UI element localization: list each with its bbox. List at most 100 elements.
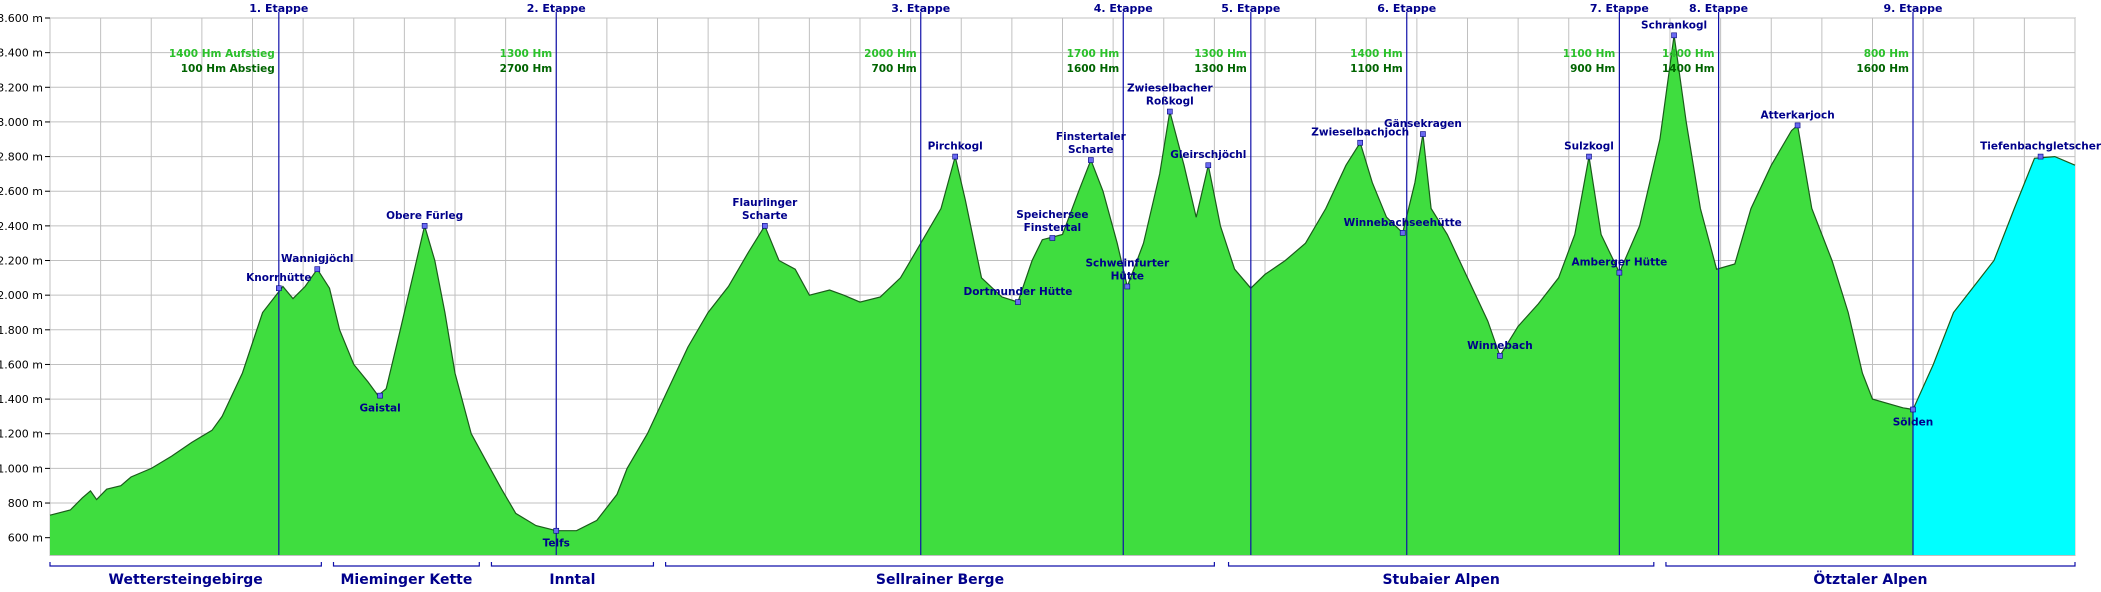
stage-label: 1. Etappe — [249, 2, 308, 15]
stage-gain: 1300 Hm — [500, 48, 553, 60]
place-marker — [314, 266, 321, 272]
stage-loss: 700 Hm — [871, 63, 916, 75]
place-label: Pirchkogl — [928, 141, 983, 153]
place-marker — [377, 392, 383, 399]
place-marker — [1420, 131, 1426, 137]
region-bracket — [332, 562, 480, 567]
place-label: Wannigjöchl — [281, 253, 353, 265]
stage-label: 9. Etappe — [1883, 2, 1942, 15]
stage-loss: 2700 Hm — [500, 63, 553, 75]
glacier-area-fill — [1913, 156, 2075, 555]
y-tick-label: 1.200 m — [0, 428, 43, 441]
stage-label: 6. Etappe — [1377, 2, 1436, 15]
stage-markers: 1. Etappe 1400 Hm Aufstieg 100 Hm Abstieg 2… — [169, 2, 1943, 555]
place-label: Scharte — [1068, 144, 1114, 156]
place-marker — [553, 527, 560, 534]
stage-label: 4. Etappe — [1094, 2, 1153, 15]
region-label: Inntal — [549, 572, 595, 588]
stage-loss: 1600 Hm — [1856, 63, 1909, 75]
region-bracket — [490, 562, 655, 567]
y-tick-label: 2.600 m — [0, 185, 43, 198]
place-label: Gänsekragen — [1384, 118, 1462, 130]
place-marker — [421, 223, 428, 229]
region-bracket — [49, 562, 322, 567]
place-label: Zwieselbachjoch — [1311, 127, 1409, 139]
place-marker — [2037, 153, 2044, 160]
place-marker — [1015, 299, 1021, 305]
region-label: Mieminger Kette — [340, 572, 472, 588]
place-label: Sulzkogl — [1564, 141, 1614, 153]
y-tick-label: 2.800 m — [0, 151, 43, 164]
stage-gain: 1100 Hm — [1563, 48, 1616, 60]
y-tick-label: 3.000 m — [0, 116, 43, 129]
stage-label: 7. Etappe — [1590, 2, 1649, 15]
place-marker — [1616, 269, 1623, 276]
region-label: Wettersteingebirge — [109, 572, 263, 588]
stage-gain: 1400 Hm — [1350, 48, 1403, 60]
stage-gain: 2000 Hm — [864, 48, 917, 60]
place-label: Hütte — [1111, 271, 1144, 283]
stage-gain: 1700 Hm — [1067, 48, 1120, 60]
region-labels: Wettersteingebirge Mieminger Kette Inntal S… — [49, 562, 2076, 588]
region-bracket — [1227, 562, 1655, 567]
place-label: Roßkogl — [1146, 96, 1194, 108]
place-label: Zwieselbacher — [1127, 83, 1213, 95]
place-label: Obere Fürleg — [386, 210, 463, 222]
stage-gain: 800 Hm — [1864, 48, 1909, 60]
y-tick-label: 600 m — [8, 532, 43, 545]
region-label: Ötztaler Alpen — [1813, 570, 1927, 588]
place-marker — [1205, 162, 1212, 169]
region-bracket — [665, 562, 1215, 567]
place-label: Schweinfurter — [1085, 258, 1170, 270]
stage-loss: 900 Hm — [1570, 63, 1615, 75]
place-marker — [1910, 406, 1916, 413]
stage-loss: 1600 Hm — [1067, 63, 1120, 75]
stage-label: 5. Etappe — [1221, 2, 1280, 15]
stage-label: 2. Etappe — [527, 2, 586, 15]
y-tick-label: 3.600 m — [0, 12, 43, 25]
place-label: Finstertal — [1024, 222, 1082, 234]
region-label: Stubaier Alpen — [1382, 572, 1499, 588]
y-tick-label: 800 m — [8, 497, 43, 510]
stage-label: 3. Etappe — [891, 2, 950, 15]
place-labels: Knorrhütte Wannigjöchl Gaistal Obere Fürleg… — [246, 19, 2101, 549]
place-label: Sölden — [1893, 416, 1934, 428]
place-label: Speichersee — [1016, 209, 1088, 221]
stage-loss: 1100 Hm — [1350, 63, 1403, 75]
place-label: Schrankogl — [1641, 19, 1707, 31]
place-marker — [1088, 157, 1094, 163]
place-marker — [1357, 139, 1363, 146]
stage-loss: 100 Hm Abstieg — [181, 63, 275, 75]
elevation-area-fill — [50, 35, 1913, 556]
y-tick-label: 3.400 m — [0, 47, 43, 60]
stage-loss: 1300 Hm — [1194, 63, 1247, 75]
place-marker — [762, 223, 768, 229]
stage-gain: 1300 Hm — [1194, 48, 1247, 60]
y-axis: 600 m 800 m 1.000 m 1.200 m 1.400 m 1.600 m 1.… — [0, 12, 50, 545]
y-tick-label: 2.200 m — [0, 255, 43, 268]
y-tick-label: 1.400 m — [0, 393, 43, 406]
place-marker — [1586, 153, 1592, 160]
place-label: Knorrhütte — [246, 272, 311, 284]
stage-loss: 1400 Hm — [1662, 63, 1715, 75]
place-label: Flaurlinger — [732, 197, 798, 209]
region-bracket — [1665, 562, 2076, 567]
place-marker — [1399, 230, 1406, 236]
y-tick-label: 2.400 m — [0, 220, 43, 233]
y-tick-label: 3.200 m — [0, 81, 43, 94]
place-marker — [1794, 122, 1801, 129]
y-tick-label: 1.800 m — [0, 324, 43, 337]
y-tick-label: 1.600 m — [0, 358, 43, 371]
place-label: Winnebach — [1467, 340, 1533, 352]
place-marker — [1671, 32, 1677, 39]
place-label: Finstertaler — [1056, 131, 1127, 143]
place-marker — [952, 153, 958, 160]
place-label: Gleirschjöchl — [1170, 149, 1246, 161]
stage-label: 8. Etappe — [1689, 2, 1748, 15]
place-label: Atterkarjoch — [1760, 109, 1834, 121]
place-label: Dortmunder Hütte — [963, 286, 1072, 298]
place-label: Winnebachseehütte — [1344, 217, 1462, 229]
y-tick-label: 1.000 m — [0, 462, 43, 475]
place-marker — [1124, 283, 1131, 290]
